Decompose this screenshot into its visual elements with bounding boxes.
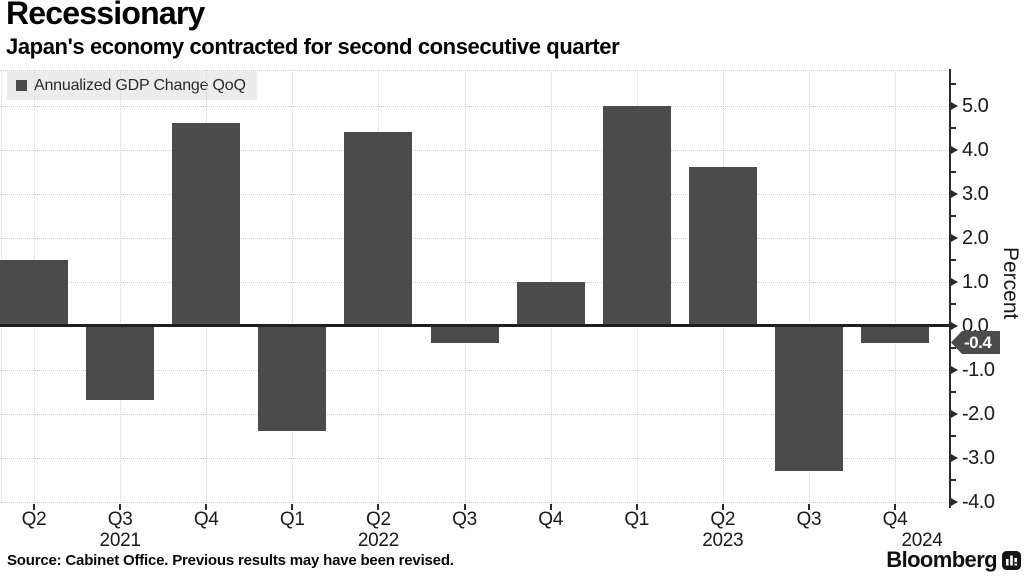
y-axis-major-tick [951,409,958,418]
x-axis-tick [377,504,380,510]
source-note: Source: Cabinet Office. Previous results… [7,552,454,569]
legend: Annualized GDP Change QoQ [7,71,257,100]
x-year-label: 2023 [702,530,744,551]
gridline-h [0,237,950,239]
bloomberg-chart-icon [1002,550,1021,570]
x-axis-tick [463,504,466,510]
x-year-label: 2021 [99,530,141,551]
y-axis-major-tick [951,365,958,374]
x-tick-label: Q3 [796,509,822,530]
legend-label: Annualized GDP Change QoQ [34,76,246,94]
x-axis-tick [894,504,896,510]
y-axis-major-tick [951,101,958,110]
bar [774,325,843,471]
y-tick-label: -4.0 [962,490,995,513]
gridline-v [292,70,294,503]
x-axis-tick [635,504,638,510]
y-axis-minor-tick [950,346,956,349]
last-value-callout-badge: -0.4 [951,331,1000,354]
bar [516,281,585,326]
gridline-h [0,501,950,503]
x-tick-label: Q2 [21,509,47,530]
y-axis-major-tick [951,233,958,242]
gridline-h [0,457,950,459]
zero-baseline [0,324,950,327]
y-axis-major-tick [951,321,958,330]
gridline-v [808,70,810,503]
y-axis-minor-tick [950,258,956,261]
x-axis-tick [119,504,122,510]
x-tick-label: Q1 [624,509,650,530]
y-axis-minor-tick [950,390,956,393]
bar [688,167,757,326]
x-axis-tick [807,504,810,510]
x-tick-label: Q3 [107,509,133,530]
y-tick-label: 5.0 [962,94,989,117]
x-year-label: 2022 [357,530,399,551]
y-tick-label: 3.0 [962,182,989,205]
x-tick-label: Q3 [452,509,477,530]
y-axis-minor-tick [950,478,956,481]
y-tick-label: 1.0 [962,270,989,293]
y-axis-minor-tick [950,170,956,173]
y-axis-major-tick [951,145,958,154]
x-tick-label: Q4 [882,509,908,530]
x-axis-tick [205,504,208,510]
gridline-v [895,70,896,503]
gridline-h [0,105,950,107]
x-tick-label: Q4 [538,509,563,530]
y-tick-label: 2.0 [962,226,989,249]
y-tick-label: 4.0 [962,138,989,161]
y-axis-minor-tick [950,214,956,217]
bar [602,105,671,326]
x-tick-label: Q1 [279,509,305,530]
bar [861,325,929,344]
x-year-label: 2024 [901,530,943,551]
y-axis-major-tick [951,497,958,506]
y-axis-minor-tick [950,126,956,129]
brand-name: Bloomberg [886,547,997,572]
page-title: Recessionary [6,0,205,31]
gridline-h [0,281,950,283]
y-tick-label: -3.0 [962,446,995,469]
y-axis-minor-tick [950,434,956,437]
gridline-v [464,70,466,503]
x-axis-tick [33,504,35,510]
y-tick-label: -2.0 [962,402,995,425]
page-subtitle: Japan's economy contracted for second co… [6,34,620,59]
bar [430,325,499,344]
x-axis-tick [549,504,552,510]
gridline-h [0,149,950,151]
y-axis-minor-tick [950,82,956,85]
legend-swatch-icon [16,80,27,91]
bar [258,325,327,432]
y-axis-title: Percent [999,247,1022,320]
bar [172,123,241,326]
y-axis-major-tick [951,277,958,286]
y-axis-major-tick [951,453,958,462]
bar [86,325,155,401]
x-axis-tick [291,504,294,510]
gridline-h [0,413,950,415]
brand-lockup: Bloomberg [886,547,1021,573]
y-axis-minor-tick [950,302,956,305]
gridline-h [0,193,950,195]
y-tick-label: -1.0 [962,358,995,381]
bar [0,259,68,326]
gridline-h [0,369,950,371]
y-axis-line [949,69,951,508]
bar [344,131,413,326]
plot-top-border [0,70,950,71]
x-tick-label: Q4 [193,509,219,530]
y-axis-major-tick [951,189,958,198]
x-tick-label: Q2 [710,509,736,530]
x-tick-label: Q2 [366,509,391,530]
x-axis-tick [721,504,724,510]
gridline-v [120,70,122,503]
